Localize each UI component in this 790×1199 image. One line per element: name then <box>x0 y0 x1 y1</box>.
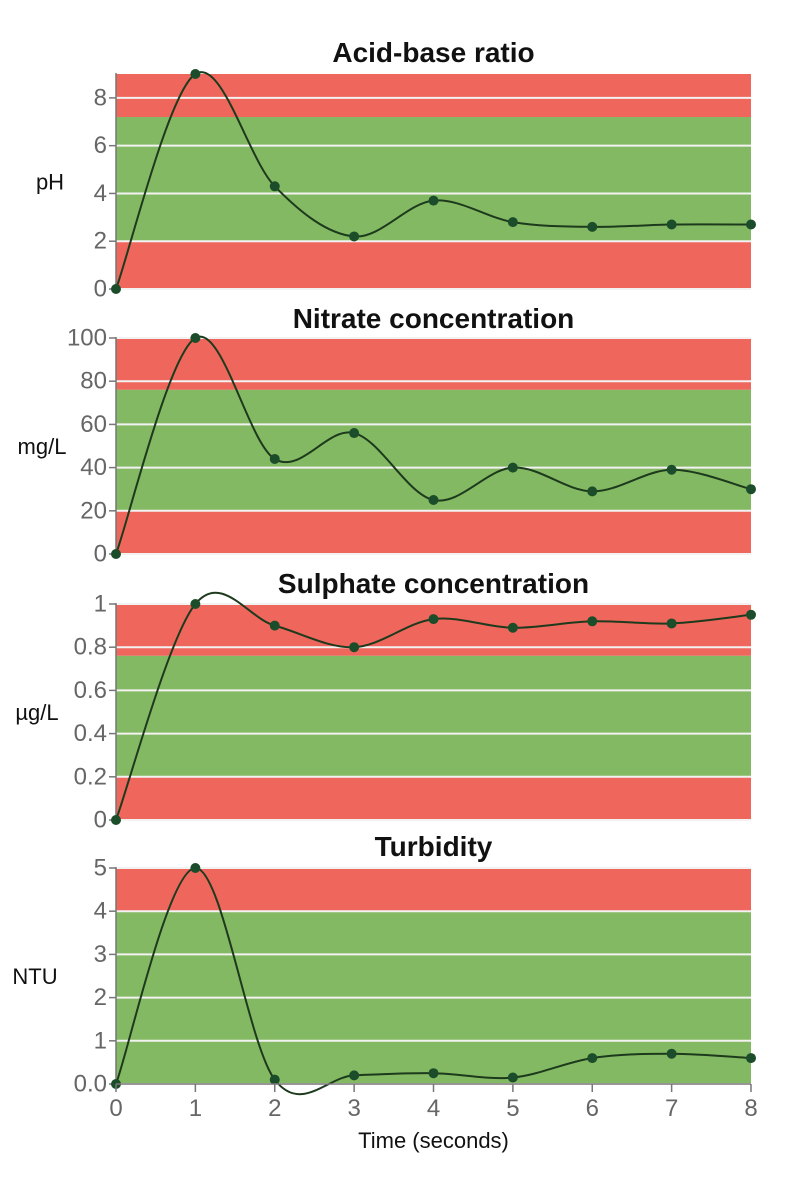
y-tick-label: 0 <box>94 807 107 834</box>
data-point <box>666 1048 677 1059</box>
y-tick-label: 5 <box>94 855 107 882</box>
y-tick-label: 0.4 <box>74 720 107 747</box>
data-point <box>190 863 201 873</box>
data-point <box>587 1053 598 1064</box>
y-tick-label: 100 <box>67 325 107 352</box>
data-point <box>269 453 280 464</box>
data-point <box>111 549 121 559</box>
x-tick-label: 0 <box>109 1095 122 1122</box>
data-point <box>507 462 518 473</box>
data-point <box>428 1068 439 1079</box>
y-tick-label: 0.0 <box>74 1071 107 1098</box>
data-point <box>587 486 598 497</box>
y-tick-label: 4 <box>94 898 107 925</box>
chart-panel-1: 0 2 4 6 8 pH Acid-base ratio <box>36 37 756 303</box>
x-tick-label: 2 <box>268 1095 281 1122</box>
data-point <box>111 284 121 294</box>
x-axis: 0 1 2 3 4 5 6 7 8 Time (seconds) <box>109 1083 758 1153</box>
data-point <box>666 219 677 230</box>
y-tick-label: 40 <box>80 454 107 481</box>
data-point <box>111 815 121 825</box>
data-point <box>349 428 360 439</box>
y-tick-label: 6 <box>94 132 107 159</box>
y-tick-label: 1 <box>94 591 107 618</box>
data-point <box>190 333 201 343</box>
data-point <box>269 1074 280 1085</box>
data-point <box>587 221 598 232</box>
chart-title: Acid-base ratio <box>332 37 534 68</box>
chart-title: Sulphate concentration <box>278 568 589 599</box>
danger-band-3 <box>116 241 751 289</box>
data-point <box>507 217 518 228</box>
data-point <box>507 1072 518 1083</box>
x-tick-label: 3 <box>347 1095 360 1122</box>
danger-band-1 <box>116 868 751 912</box>
y-tick-label: 4 <box>94 180 107 207</box>
y-tick-label: 80 <box>80 368 107 395</box>
danger-band-3 <box>116 776 751 820</box>
data-point <box>349 642 360 653</box>
danger-band-3 <box>116 510 751 554</box>
data-point <box>507 622 518 633</box>
y-tick-label: 2 <box>94 228 107 255</box>
data-point <box>269 620 280 631</box>
data-point <box>190 599 201 609</box>
y-tick-label: 0 <box>94 541 107 568</box>
data-point <box>190 69 201 79</box>
y-tick-label: 0.8 <box>74 634 107 661</box>
data-point <box>428 614 439 625</box>
x-tick-label: 5 <box>506 1095 519 1122</box>
chart-title: Turbidity <box>375 831 493 862</box>
y-tick-label: 0 <box>94 276 107 303</box>
safe-band-2 <box>116 389 751 511</box>
y-tick-label: 1 <box>94 1027 107 1054</box>
x-axis-label: Time (seconds) <box>358 1128 509 1153</box>
safe-band-2 <box>116 117 751 242</box>
data-point <box>666 464 677 475</box>
x-tick-label: 8 <box>744 1095 757 1122</box>
data-point <box>428 495 439 505</box>
danger-band-1 <box>116 74 751 117</box>
y-tick-label: 3 <box>94 941 107 968</box>
chart-panel-4: 0.0 1 2 3 4 5 NTU Turbidity <box>12 831 756 1098</box>
data-point <box>746 609 756 620</box>
data-point <box>746 1053 756 1064</box>
y-tick-label: 20 <box>80 497 107 524</box>
safe-band-2 <box>116 655 751 777</box>
data-point <box>666 618 677 629</box>
y-tick-label: 8 <box>94 84 107 111</box>
x-tick-label: 7 <box>665 1095 678 1122</box>
data-point <box>428 195 439 206</box>
data-point <box>349 1070 360 1081</box>
y-axis-label: µg/L <box>15 700 58 725</box>
y-axis-label: mg/L <box>18 434 67 459</box>
y-axis-label: NTU <box>12 964 57 989</box>
x-tick-label: 1 <box>189 1095 202 1122</box>
y-axis-label: pH <box>36 170 64 195</box>
y-tick-label: 60 <box>80 411 107 438</box>
data-point <box>349 231 360 242</box>
x-tick-label: 4 <box>427 1095 440 1122</box>
chart-title: Nitrate concentration <box>293 303 575 334</box>
y-tick-label: 2 <box>94 984 107 1011</box>
y-tick-label: 0.2 <box>74 763 107 790</box>
chart-panel-3: 0 0.2 0.4 0.6 0.8 1 µg/L Sulphate concentration <box>15 568 756 834</box>
x-tick-label: 6 <box>586 1095 599 1122</box>
data-point <box>587 616 598 627</box>
data-point <box>746 484 756 495</box>
chart-panel-2: 0 20 40 60 80 100 mg/L Nitrate concentration <box>18 303 756 568</box>
data-point <box>269 181 280 192</box>
y-tick-label: 0.6 <box>74 677 107 704</box>
data-point <box>746 219 756 230</box>
